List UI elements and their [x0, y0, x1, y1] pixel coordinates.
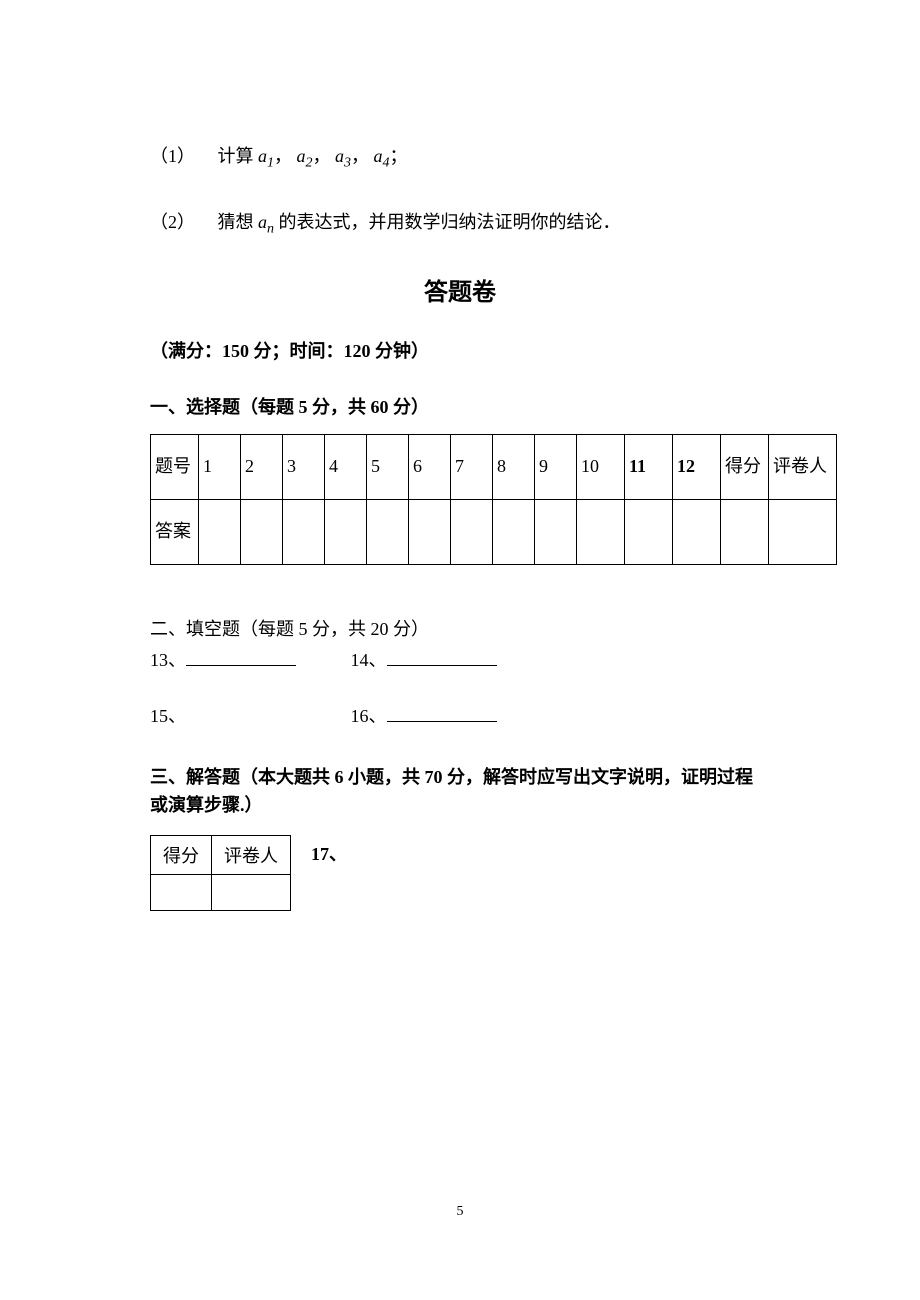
- score-table-row: [151, 875, 291, 911]
- problem-2-number: （2）: [150, 212, 195, 232]
- fill-blank-row-1: 13、 14、: [150, 646, 770, 672]
- score-box-wrap: 得分 评卷人 17、: [150, 835, 770, 911]
- score-table-header: 得分 评卷人: [151, 836, 291, 875]
- problem-1-prefix: 计算: [218, 146, 254, 166]
- grader-label: 评卷人: [212, 836, 291, 875]
- var-a1: a: [258, 146, 267, 166]
- col-1: 1: [199, 434, 241, 499]
- col-6: 6: [409, 434, 451, 499]
- answer-cell: [625, 499, 673, 564]
- q16: 16、: [351, 702, 497, 728]
- grader-value-cell: [212, 875, 291, 911]
- q14: 14、: [351, 646, 497, 672]
- var-an: a: [258, 212, 267, 232]
- var-a2: a: [297, 146, 306, 166]
- exam-info: （满分：150 分；时间：120 分钟）: [150, 337, 770, 363]
- page-number: 5: [0, 1204, 920, 1220]
- answer-cell: [199, 499, 241, 564]
- answer-cell: [241, 499, 283, 564]
- problem-2-prefix: 猜想: [218, 212, 254, 232]
- grader-cell: [769, 499, 837, 564]
- answer-cell: [577, 499, 625, 564]
- answer-table: 题号 1 2 3 4 5 6 7 8 9 10 11 12 得分 评卷人 答案: [150, 434, 837, 565]
- problem-2: （2） 猜想 an 的表达式，并用数学归纳法证明你的结论．: [150, 206, 770, 242]
- grader-header: 评卷人: [769, 434, 837, 499]
- col-7: 7: [451, 434, 493, 499]
- col-4: 4: [325, 434, 367, 499]
- score-label: 得分: [151, 836, 212, 875]
- col-5: 5: [367, 434, 409, 499]
- problem-1: （1） 计算 a1， a2， a3， a4；: [150, 140, 770, 176]
- answer-cell: [409, 499, 451, 564]
- score-table: 得分 评卷人: [150, 835, 291, 911]
- table-answer-row: 答案: [151, 499, 837, 564]
- blank-16: [387, 704, 497, 722]
- answer-cell: [367, 499, 409, 564]
- section-3-heading: 三、解答题（本大题共 6 小题，共 70 分，解答时应写出文字说明，证明过程或演…: [150, 763, 770, 821]
- fill-blank-row-2: 15、 16、: [150, 702, 770, 728]
- col-10: 10: [577, 434, 625, 499]
- answer-sheet-title: 答题卷: [150, 272, 770, 307]
- section-1-heading: 一、选择题（每题 5 分，共 60 分）: [150, 393, 770, 419]
- answer-cell: [325, 499, 367, 564]
- answer-cell: [493, 499, 535, 564]
- answer-cell: [673, 499, 721, 564]
- answer-cell: [535, 499, 577, 564]
- blank-13: [186, 648, 296, 666]
- col-3: 3: [283, 434, 325, 499]
- q17-label: 17、: [311, 835, 347, 866]
- col-8: 8: [493, 434, 535, 499]
- col-2: 2: [241, 434, 283, 499]
- score-header: 得分: [721, 434, 769, 499]
- var-a3: a: [335, 146, 344, 166]
- problem-1-number: （1）: [150, 146, 195, 166]
- col-11: 11: [625, 434, 673, 499]
- page-content: （1） 计算 a1， a2， a3， a4； （2） 猜想 an 的表达式，并用…: [0, 0, 920, 911]
- blank-14: [387, 648, 497, 666]
- problem-2-suffix: 的表达式，并用数学归纳法证明你的结论．: [274, 212, 621, 232]
- col-12: 12: [673, 434, 721, 499]
- row-label-question-number: 题号: [151, 434, 199, 499]
- answer-cell: [283, 499, 325, 564]
- table-header-row: 题号 1 2 3 4 5 6 7 8 9 10 11 12 得分 评卷人: [151, 434, 837, 499]
- row-label-answer: 答案: [151, 499, 199, 564]
- section-2-heading: 二、填空题（每题 5 分，共 20 分）: [150, 615, 770, 641]
- q13: 13、: [150, 646, 296, 672]
- answer-cell: [451, 499, 493, 564]
- col-9: 9: [535, 434, 577, 499]
- var-a4: a: [374, 146, 383, 166]
- score-cell: [721, 499, 769, 564]
- q15: 15、: [150, 702, 296, 728]
- score-value-cell: [151, 875, 212, 911]
